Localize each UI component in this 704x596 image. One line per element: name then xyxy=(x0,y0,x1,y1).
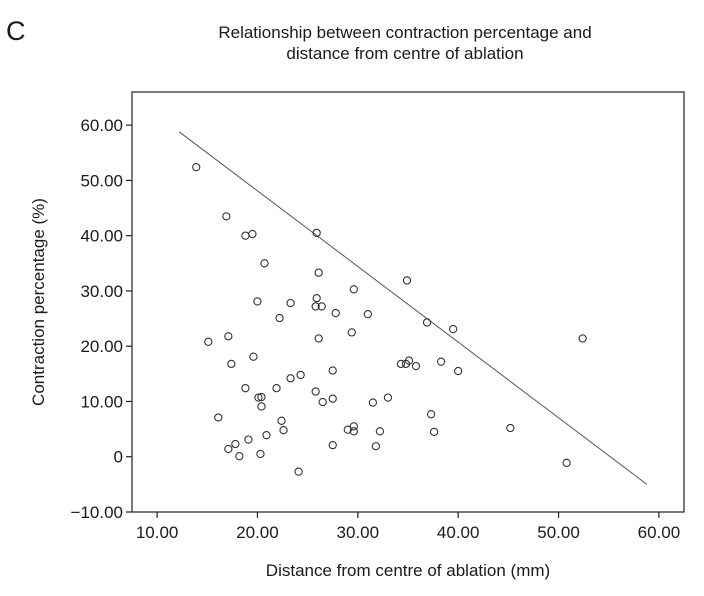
data-point xyxy=(244,435,253,444)
data-point xyxy=(347,328,356,337)
data-point xyxy=(311,302,320,311)
data-point xyxy=(349,285,358,294)
data-point xyxy=(286,298,295,308)
chart-title-line-1: Relationship between contraction percent… xyxy=(218,23,592,42)
data-point xyxy=(396,359,406,369)
x-tick-label: 60.00 xyxy=(638,523,681,542)
data-point xyxy=(227,359,236,369)
x-tick-label: 10.00 xyxy=(136,523,179,542)
data-point xyxy=(328,394,337,403)
data-point xyxy=(402,276,412,285)
x-axis: 10.00 20.00 30.00 40.00 50.00 60.00 xyxy=(136,512,680,542)
data-point xyxy=(383,393,393,402)
data-point xyxy=(214,413,223,422)
data-point xyxy=(318,397,327,407)
data-point xyxy=(349,422,358,431)
plot-area-frame xyxy=(131,91,685,513)
data-point xyxy=(314,334,323,343)
y-tick-label: 50.00 xyxy=(80,171,123,190)
data-point xyxy=(454,366,463,376)
data-point xyxy=(275,313,284,323)
data-point xyxy=(436,357,446,366)
data-point xyxy=(294,467,303,476)
data-point xyxy=(349,427,358,436)
reference-line-group xyxy=(178,131,648,485)
y-tick-label: 60.00 xyxy=(80,116,123,135)
data-point xyxy=(328,366,337,375)
y-tick-label: 10.00 xyxy=(80,392,123,411)
data-point xyxy=(249,352,258,361)
x-tick-label: 50.00 xyxy=(537,523,580,542)
data-point xyxy=(277,416,286,425)
data-point xyxy=(317,302,326,311)
data-point xyxy=(224,444,233,454)
reference-line xyxy=(178,131,648,485)
data-point xyxy=(312,293,321,303)
data-point xyxy=(506,423,515,433)
data-point xyxy=(312,228,321,238)
data-point xyxy=(279,426,288,435)
chart-title: Relationship between contraction percent… xyxy=(140,22,670,64)
data-point xyxy=(192,163,201,172)
y-tick-label: 0 xyxy=(114,448,123,467)
data-point xyxy=(449,324,458,334)
data-point xyxy=(254,393,263,402)
chart-title-line-2: distance from centre of ablation xyxy=(286,44,524,63)
y-tick-label: 30.00 xyxy=(80,282,123,301)
y-axis-label: Contraction percentage (%) xyxy=(29,198,48,406)
data-point xyxy=(331,308,340,318)
data-point xyxy=(368,398,378,407)
data-point xyxy=(231,439,240,449)
data-point xyxy=(311,387,320,396)
data-point xyxy=(248,229,257,239)
x-tick-label: 20.00 xyxy=(236,523,279,542)
y-tick-label: 40.00 xyxy=(80,227,123,246)
data-point xyxy=(253,297,262,306)
data-point xyxy=(422,318,432,327)
data-point xyxy=(562,458,571,467)
data-point xyxy=(426,410,436,419)
x-tick-label: 40.00 xyxy=(437,523,480,542)
x-tick-label: 30.00 xyxy=(337,523,380,542)
data-point xyxy=(375,427,385,436)
data-point xyxy=(328,440,337,450)
data-point xyxy=(256,449,265,459)
data-point xyxy=(429,427,439,437)
data-point xyxy=(260,259,269,268)
data-point xyxy=(241,231,250,240)
data-point xyxy=(204,337,213,346)
x-axis-label: Distance from centre of ablation (mm) xyxy=(266,561,550,580)
data-point xyxy=(224,332,233,341)
y-tick-label: −10.00 xyxy=(71,503,123,522)
data-point xyxy=(241,384,250,393)
data-point xyxy=(314,268,323,277)
data-point xyxy=(371,442,381,451)
y-axis: 60.00 50.00 40.00 30.00 20.00 10.00 0 −10.00 xyxy=(71,116,132,522)
data-point xyxy=(257,392,266,402)
data-point xyxy=(578,334,587,343)
data-point xyxy=(222,212,231,221)
panel-label: C xyxy=(6,16,26,46)
data-point xyxy=(235,452,244,461)
data-point xyxy=(257,402,266,411)
data-point xyxy=(411,361,421,371)
data-point xyxy=(404,356,414,365)
data-point xyxy=(296,370,305,380)
data-point xyxy=(363,310,373,319)
y-tick-label: 20.00 xyxy=(80,337,123,356)
data-point xyxy=(272,384,281,393)
data-point xyxy=(262,431,271,440)
data-points xyxy=(192,163,587,476)
data-point xyxy=(286,374,295,383)
